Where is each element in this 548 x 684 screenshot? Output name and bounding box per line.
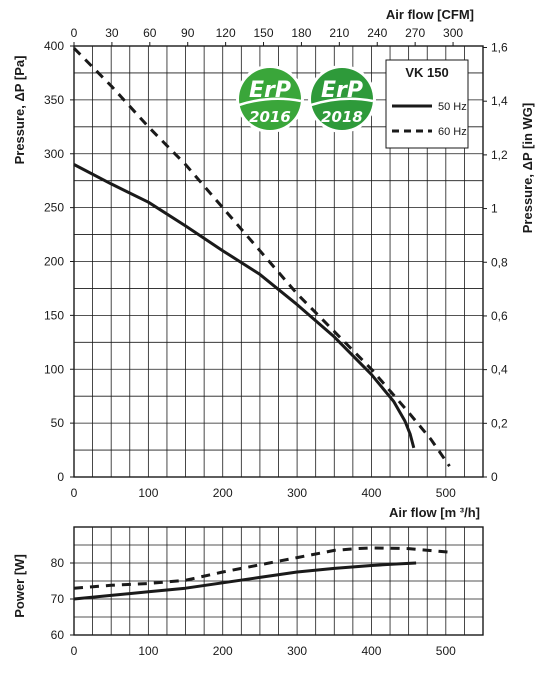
y-tick-label: 400 <box>44 39 64 53</box>
right-y-tick-label: 1,6 <box>491 41 508 55</box>
power-x-tick-label: 300 <box>287 644 307 658</box>
pressure-chart-ticks: 0 100 200 300 400 500050100150200250300350400… <box>44 26 508 500</box>
right-y-tick-label: 1,4 <box>491 94 508 108</box>
y-tick-label: 0 <box>57 470 64 484</box>
legend-box <box>385 59 469 149</box>
pressure-chart-series <box>72 47 451 468</box>
top-x-tick-label: 300 <box>443 26 463 40</box>
power-x-tick-label: 500 <box>436 644 456 658</box>
y-tick-label: 250 <box>44 201 64 215</box>
x-tick-label: 500 <box>436 486 456 500</box>
legend-50hz-label: 50 Hz <box>438 101 467 113</box>
power-x-tick-label: 100 <box>138 644 158 658</box>
power-curve-60hz <box>73 546 450 590</box>
y-tick-label: 100 <box>44 362 64 376</box>
right-y-tick-label: 1,2 <box>491 148 508 162</box>
power-y-tick-label: 60 <box>51 628 65 642</box>
x-tick-label: 0 <box>71 486 78 500</box>
x-tick-label: 400 <box>361 486 381 500</box>
power-x-tick-label: 0 <box>71 644 78 658</box>
power-chart-series <box>73 546 450 601</box>
power-y-tick-label: 80 <box>51 556 65 570</box>
right-y-tick-label: 0,4 <box>491 363 508 377</box>
pressure-curve-50hz <box>73 163 416 449</box>
y-tick-label: 200 <box>44 255 64 269</box>
y-tick-label: 150 <box>44 308 64 322</box>
top-x-axis-title: Air flow [CFM] <box>386 7 474 22</box>
top-x-tick-label: 120 <box>216 26 236 40</box>
x-axis-title: Air flow [m ³/h] <box>389 505 480 520</box>
power-x-tick-label: 400 <box>361 644 381 658</box>
badge-erp-label: ErP <box>249 78 291 103</box>
power-x-tick-label: 200 <box>213 644 233 658</box>
right-y-axis-title: Pressure, ΔP [in WG] <box>520 103 535 233</box>
badge-swoosh <box>238 97 302 107</box>
badge-year-label: 2016 <box>249 108 291 126</box>
badge-erp-label: ErP <box>321 78 363 103</box>
chart-legend: VK 150 50 Hz 60 Hz <box>385 59 469 149</box>
y-tick-label: 50 <box>51 416 65 430</box>
legend-title: VK 150 <box>405 65 448 80</box>
top-x-tick-label: 30 <box>105 26 119 40</box>
power-chart-grid <box>73 526 484 636</box>
top-x-tick-label: 60 <box>143 26 157 40</box>
x-tick-label: 200 <box>213 486 233 500</box>
top-x-tick-label: 90 <box>181 26 195 40</box>
x-tick-label: 100 <box>138 486 158 500</box>
power-curve-50hz <box>73 561 417 601</box>
right-y-tick-label: 1 <box>491 202 498 216</box>
erp-2018-badge: ErP 2018 <box>308 65 376 133</box>
plot-frame <box>73 526 484 636</box>
power-y-tick-label: 70 <box>51 592 65 606</box>
pressure-curve-60hz <box>72 47 451 468</box>
legend-60hz-label: 60 Hz <box>438 126 467 138</box>
right-y-tick-label: 0,8 <box>491 255 508 269</box>
x-tick-label: 300 <box>287 486 307 500</box>
top-x-tick-label: 180 <box>291 26 311 40</box>
top-x-tick-label: 0 <box>71 26 78 40</box>
badge-year-label: 2018 <box>321 108 363 126</box>
top-x-tick-label: 240 <box>367 26 387 40</box>
erp-2016-badge: ErP 2016 <box>236 65 304 133</box>
top-x-tick-label: 210 <box>329 26 349 40</box>
right-y-tick-label: 0,2 <box>491 416 508 430</box>
right-y-tick-label: 0 <box>491 470 498 484</box>
top-x-tick-label: 270 <box>405 26 425 40</box>
top-x-tick-label: 150 <box>254 26 274 40</box>
badge-swoosh <box>310 97 374 107</box>
power-y-axis-title: Power [W] <box>12 554 27 618</box>
y-tick-label: 350 <box>44 93 64 107</box>
power-chart-ticks: 0 100 200 300 400 500 60 70 80 <box>51 556 457 658</box>
right-y-tick-label: 0,6 <box>491 309 508 323</box>
y-tick-label: 300 <box>44 147 64 161</box>
left-y-axis-title: Pressure, ΔP [Pa] <box>12 56 27 165</box>
